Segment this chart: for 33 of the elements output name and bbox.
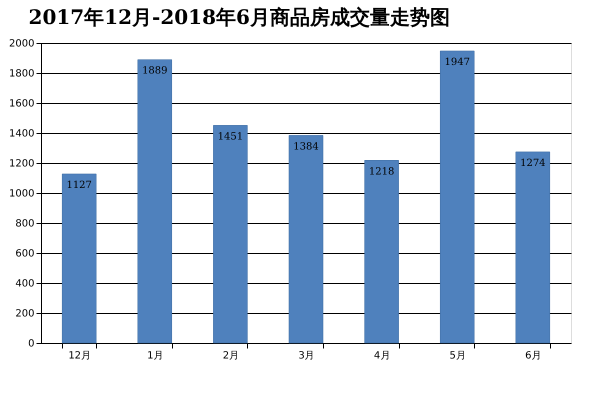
data-label: 1384: [293, 141, 319, 152]
y-tick-label: 1400: [9, 128, 34, 140]
y-tick-label: 1000: [9, 188, 34, 200]
y-tick-label: 400: [15, 278, 34, 290]
x-tick-label: 3月: [298, 350, 315, 362]
bar: [516, 152, 550, 344]
bar: [62, 174, 96, 344]
bar: [440, 50, 474, 344]
y-tick-label: 1200: [9, 158, 34, 170]
x-tick-label: 4月: [374, 350, 390, 362]
bar: [138, 59, 172, 344]
bar: [288, 135, 324, 344]
x-tick-label: 6月: [525, 350, 542, 362]
chart-title: 2017年12月-2018年6月商品房成交量走势图: [28, 5, 450, 29]
data-label: 1947: [444, 56, 470, 68]
y-tick-label: 1800: [9, 68, 34, 80]
y-tick-label: 600: [15, 248, 34, 260]
data-label: 1889: [142, 66, 168, 77]
x-tick-label: 2月: [222, 350, 240, 362]
x-tick-label: 12月: [68, 350, 92, 362]
x-tick-label: 1月: [147, 350, 164, 362]
bar: [364, 160, 399, 344]
data-label: 1127: [66, 180, 92, 191]
y-tick-label: 800: [15, 218, 34, 230]
y-tick-label: 200: [15, 308, 34, 320]
y-tick-label: 0: [28, 338, 34, 350]
y-tick-label: 1600: [9, 98, 34, 110]
data-label: 1451: [218, 131, 244, 142]
data-label: 1218: [368, 166, 394, 178]
x-tick-label: 5月: [450, 350, 466, 362]
bar: [213, 125, 248, 344]
y-tick-label: 2000: [9, 38, 34, 50]
data-label: 1274: [520, 158, 546, 169]
